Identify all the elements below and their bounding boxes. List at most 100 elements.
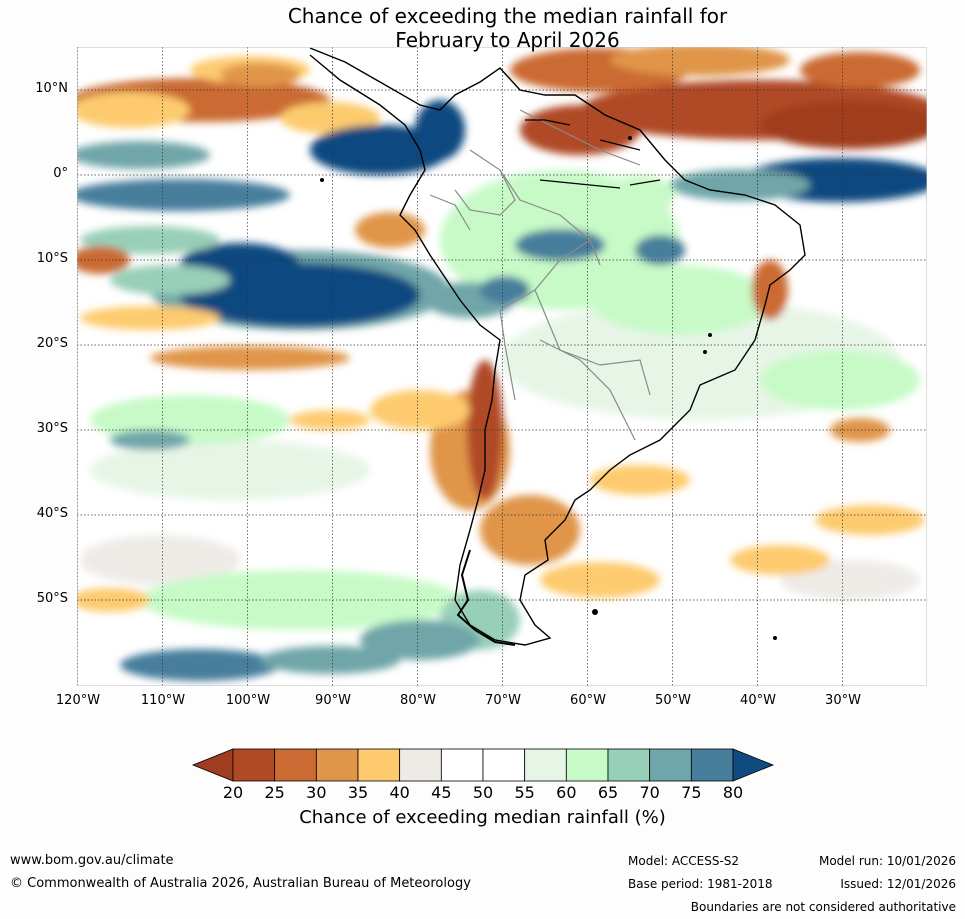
model-run-date: Model run: 10/01/2026	[818, 854, 956, 868]
boundaries-disclaimer: Boundaries are not considered authoritat…	[690, 900, 956, 914]
rain-patch	[635, 235, 685, 265]
rain-patch	[730, 545, 830, 575]
rain-patch	[110, 265, 230, 295]
rain-patch	[610, 47, 790, 76]
rain-patch	[77, 92, 190, 128]
rain-patch	[80, 306, 220, 330]
colorbar-segment	[315, 748, 359, 782]
lon-label: 70°W	[485, 693, 521, 708]
caribbean-coastline	[525, 119, 661, 189]
colorbar-tick: 30	[306, 783, 327, 802]
rain-patch	[355, 212, 425, 248]
model-name: Model: ACCESS-S2	[628, 854, 740, 868]
rainfall-probability-field	[77, 47, 927, 686]
rain-patch	[480, 276, 530, 304]
lon-label: 90°W	[315, 693, 351, 708]
rain-patch	[752, 260, 788, 320]
rain-patch	[77, 179, 290, 211]
rain-patch	[150, 346, 350, 370]
colorbar-segment	[399, 748, 442, 782]
colorbar-tick: 50	[472, 783, 494, 802]
rain-patch	[80, 226, 220, 254]
colorbar-tick: 55	[514, 783, 535, 802]
rain-patch	[280, 102, 380, 134]
chile-fjords	[456, 549, 516, 646]
colorbar-tick: 35	[347, 783, 369, 802]
colorbar-segment	[607, 748, 651, 782]
lon-label: 60°W	[570, 693, 606, 708]
rain-patch	[80, 535, 240, 585]
rain-patch	[480, 495, 580, 565]
lat-label: 10°S	[36, 251, 68, 266]
rain-patch	[220, 63, 300, 87]
rain-patch	[520, 105, 640, 155]
colorbar-segment	[690, 748, 734, 782]
rain-patch	[360, 620, 480, 660]
rain-patch	[815, 505, 925, 535]
lat-label: 40°S	[36, 506, 68, 521]
colorbar-segment	[565, 748, 609, 782]
lon-label: 80°W	[400, 693, 436, 708]
colorbar-tick: 75	[681, 783, 702, 802]
rain-patch	[415, 100, 465, 160]
rain-patch	[590, 465, 690, 495]
map-frame	[77, 47, 927, 686]
colorbar-segment	[649, 748, 692, 782]
rain-patch	[120, 649, 280, 681]
copyright-text: © Commonwealth of Australia 2026, Austra…	[10, 876, 471, 891]
rain-patch	[110, 430, 190, 450]
colorbar-segment	[232, 748, 276, 782]
rain-patch	[260, 646, 400, 674]
colorbar-tick: 45	[431, 783, 452, 802]
rain-patch	[590, 265, 770, 335]
colorbar-tick: 80	[722, 783, 744, 802]
lon-label: 50°W	[655, 693, 691, 708]
website-link[interactable]: www.bom.gov.au/climate	[10, 853, 174, 868]
rain-patch	[310, 125, 450, 175]
colorbar-segment	[357, 748, 401, 782]
lon-label: 110°W	[140, 693, 186, 708]
colorbar	[191, 748, 775, 782]
lon-label: 120°W	[55, 693, 101, 708]
rain-patch	[830, 418, 890, 442]
colorbar-segment	[482, 748, 526, 782]
lat-label: 30°S	[36, 421, 68, 436]
rain-patch	[90, 440, 370, 500]
rain-patch	[800, 52, 920, 88]
rain-patch	[370, 390, 470, 430]
lon-label: 40°W	[740, 693, 776, 708]
colorbar-tick: 60	[556, 783, 577, 802]
rain-patch	[77, 246, 130, 274]
issued-date: Issued: 12/01/2026	[840, 877, 956, 891]
rain-patch	[540, 562, 660, 598]
south-america-coastline	[309, 47, 806, 646]
title-line-1: Chance of exceeding the median rainfall …	[287, 4, 728, 28]
lon-label: 100°W	[225, 693, 271, 708]
colorbar-tick: 65	[597, 783, 619, 802]
colorbar-segment	[274, 748, 317, 782]
colorbar-tick: 25	[264, 783, 285, 802]
colorbar-label: Chance of exceeding median rainfall (%)	[299, 807, 666, 828]
rain-patch	[605, 175, 675, 215]
rain-patch	[760, 350, 920, 410]
colorbar-segment	[440, 748, 484, 782]
islands	[320, 136, 777, 640]
rain-patch	[760, 101, 927, 149]
rain-patch	[515, 229, 605, 261]
rain-patch	[77, 141, 210, 169]
rain-patch	[670, 169, 810, 201]
colorbar-tick: 20	[222, 783, 244, 802]
lat-label: 0°	[53, 166, 68, 181]
lon-label: 30°W	[825, 693, 861, 708]
colorbar-tick: 70	[639, 783, 660, 802]
colorbar-segment	[524, 748, 567, 782]
title-line-2: February to April 2026	[395, 28, 620, 52]
lat-label: 20°S	[36, 336, 68, 351]
lat-label: 50°S	[36, 591, 68, 606]
base-period: Base period: 1981-2018	[628, 877, 773, 891]
lat-label: 10°N	[35, 81, 68, 96]
rain-patch	[140, 570, 460, 630]
map-title: Chance of exceeding the median rainfall …	[0, 4, 965, 52]
rain-patch	[290, 410, 370, 430]
